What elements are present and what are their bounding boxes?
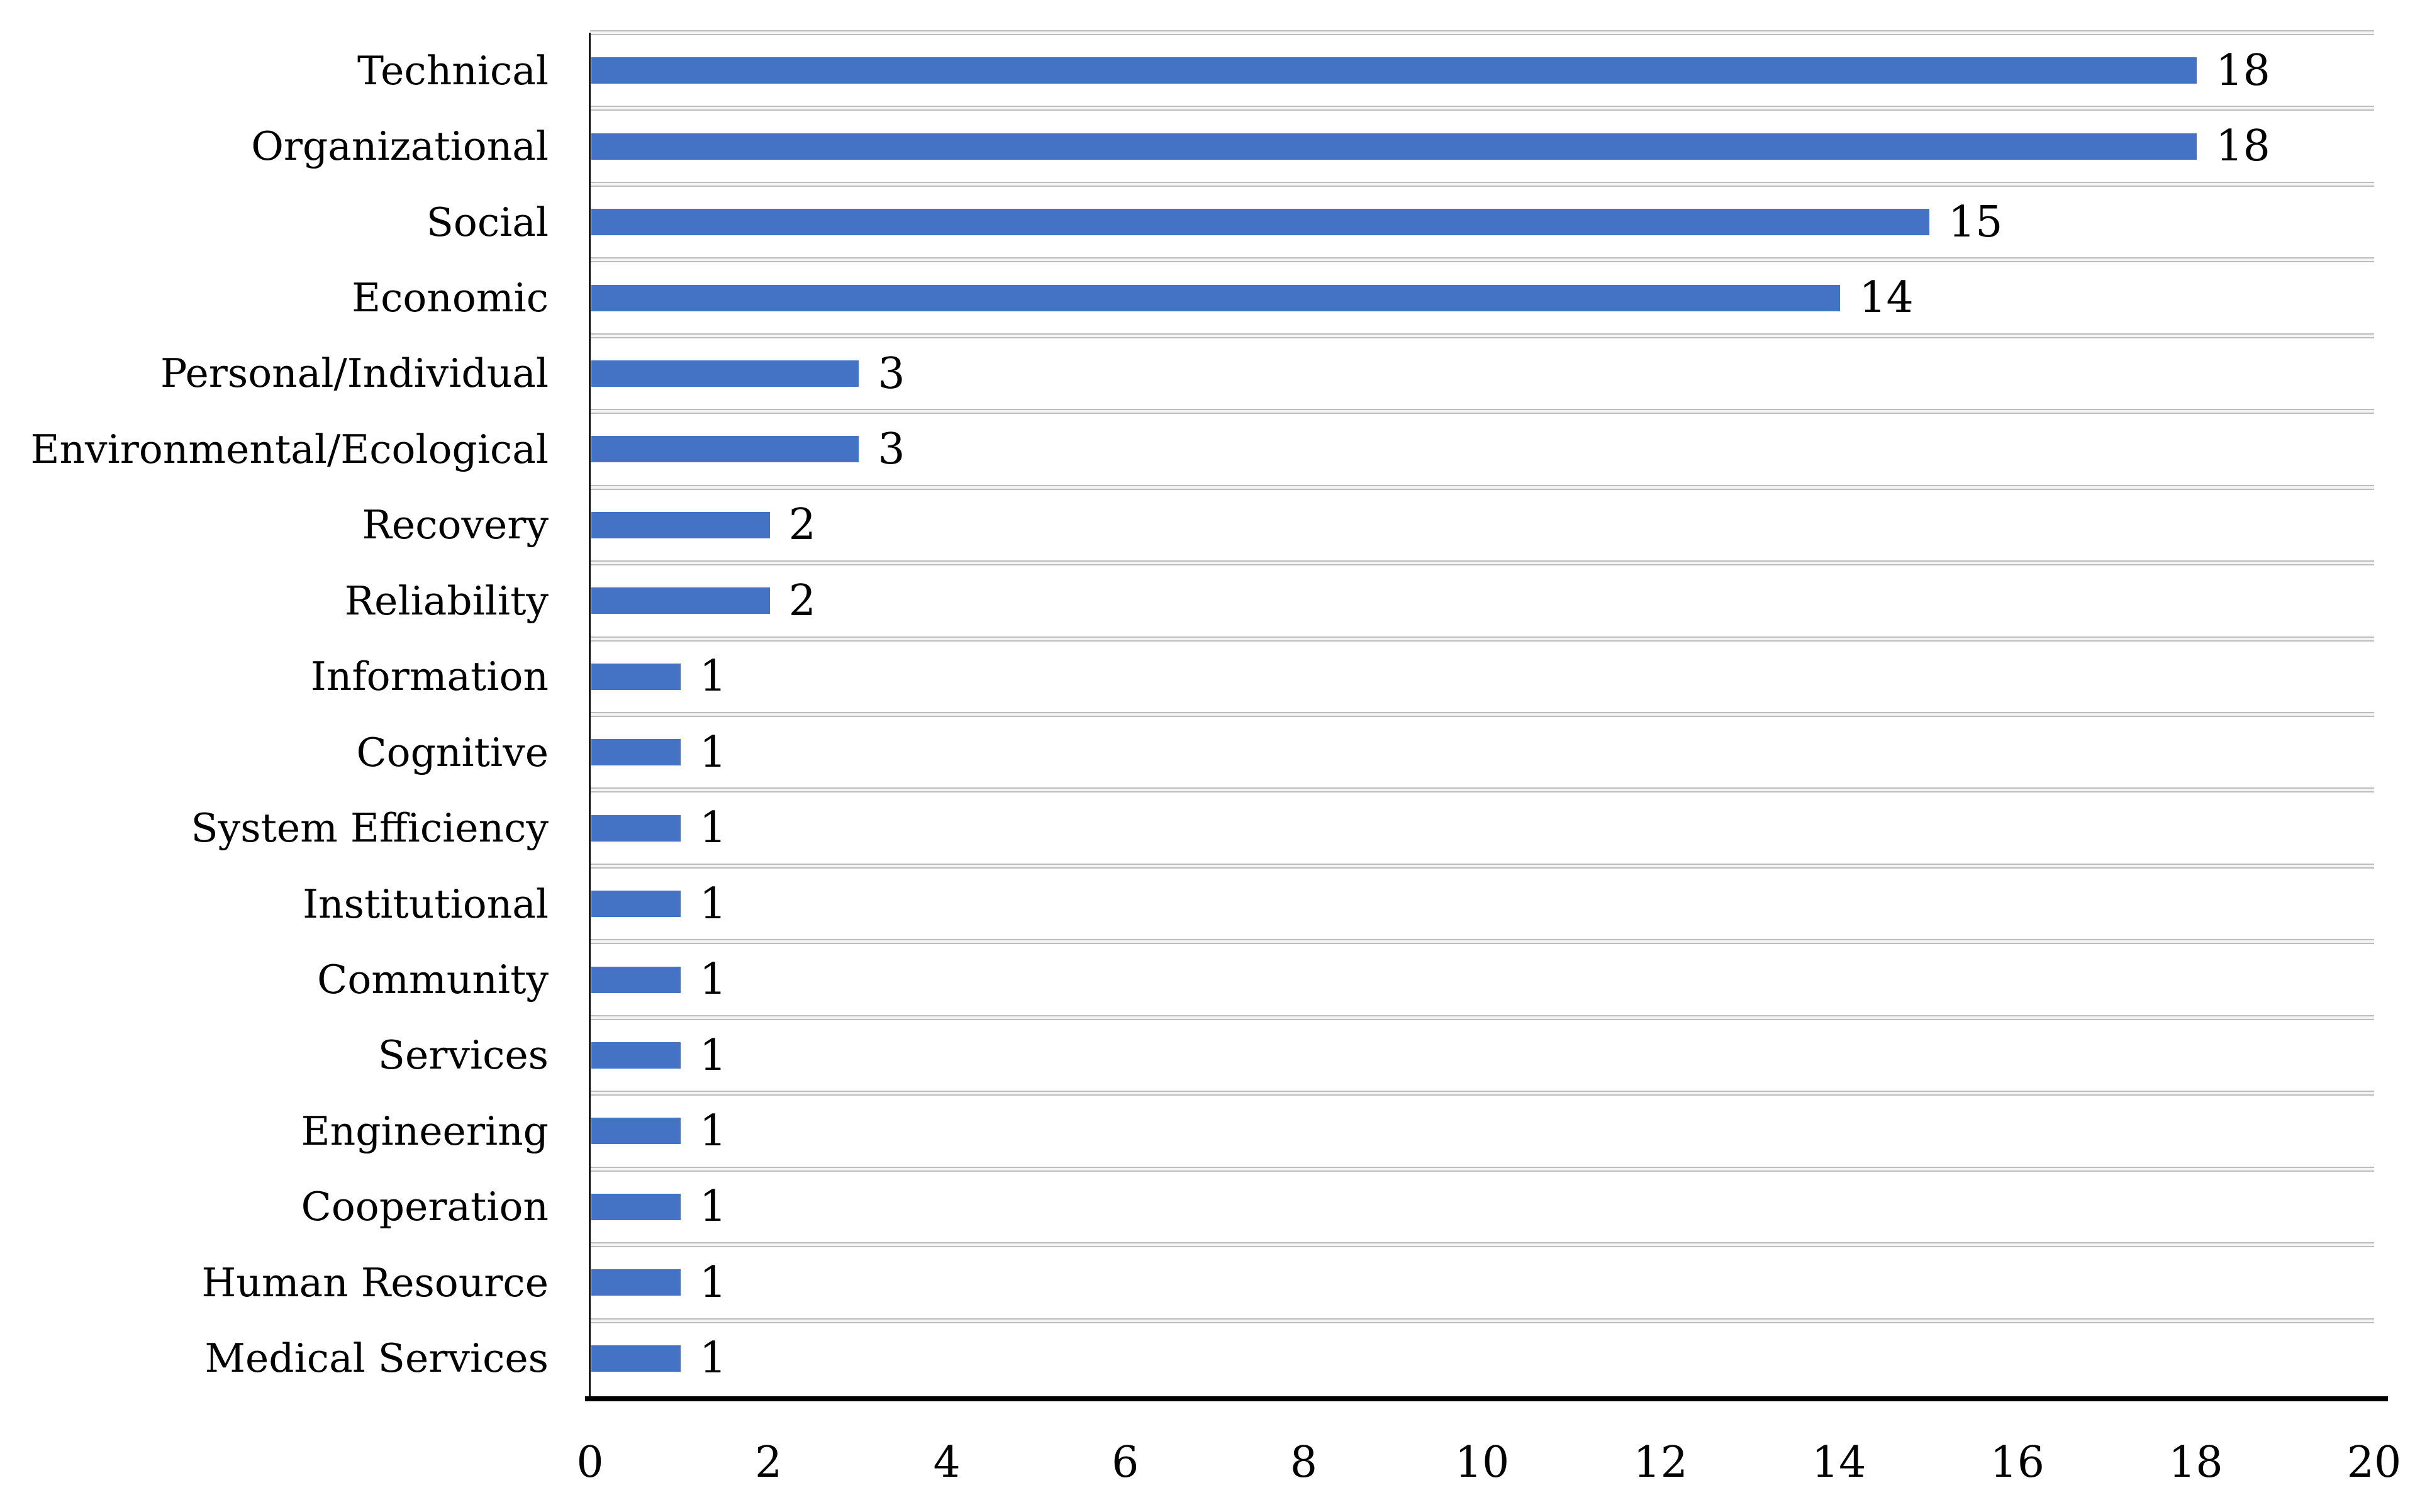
- tick-label: 6: [1112, 1438, 1139, 1487]
- value-axis-tick-labels: 0 2 4 6 8 10 12 14 16 18 20: [576, 1438, 2401, 1494]
- category-label: System Efficiency: [191, 805, 549, 852]
- category-label: Human Resource: [201, 1259, 549, 1306]
- value-label: 1: [699, 727, 727, 777]
- bar: [591, 436, 859, 463]
- tick-label: 18: [2168, 1438, 2223, 1487]
- category-label: Information: [310, 653, 549, 700]
- tick-label: 20: [2346, 1438, 2402, 1487]
- value-label: 1: [699, 1030, 727, 1081]
- bar: [591, 663, 681, 690]
- bar: [591, 1042, 681, 1069]
- category-label: Reliability: [344, 577, 549, 624]
- bar: [591, 966, 681, 993]
- category-label: Environmental/Ecological: [30, 426, 549, 472]
- bar: [591, 1345, 681, 1372]
- category-axis-line: [589, 33, 591, 1401]
- category-label: Recovery: [362, 502, 549, 548]
- gridline: [590, 30, 2374, 35]
- value-label: 2: [788, 575, 816, 626]
- value-label: 1: [699, 803, 727, 853]
- gridline: [590, 939, 2374, 945]
- category-label: Economic: [352, 275, 549, 321]
- value-label: 18: [2216, 45, 2270, 96]
- plot-area: 18 18 15 14 3 3 2 2 1 1 1 1 1 1 1 1 1 1: [590, 30, 2374, 1396]
- bar: [591, 814, 681, 842]
- bar: [591, 209, 1929, 236]
- tick-label: 12: [1633, 1438, 1688, 1487]
- value-label: 15: [1948, 197, 2003, 247]
- bar: [591, 57, 2197, 84]
- gridline: [590, 1091, 2374, 1096]
- value-label: 18: [2216, 121, 2270, 172]
- tick-label: 8: [1290, 1438, 1318, 1487]
- gridline: [590, 484, 2374, 490]
- bar: [591, 587, 770, 614]
- category-label: Technical: [357, 47, 549, 94]
- bar: [591, 891, 681, 918]
- bar: [591, 133, 2197, 160]
- gridline: [590, 787, 2374, 793]
- tick-label: 16: [1990, 1438, 2045, 1487]
- category-label: Institutional: [303, 881, 549, 927]
- gridline: [590, 1242, 2374, 1248]
- category-label: Cooperation: [301, 1184, 549, 1230]
- gridline: [590, 333, 2374, 338]
- gridline: [590, 712, 2374, 717]
- value-label: 1: [699, 652, 727, 702]
- value-label: 3: [878, 348, 905, 399]
- gridline: [590, 636, 2374, 642]
- bar: [591, 360, 859, 387]
- value-label: 1: [699, 955, 727, 1005]
- value-label: 1: [699, 1106, 727, 1156]
- category-label: Community: [317, 957, 549, 1003]
- gridline: [590, 409, 2374, 414]
- category-axis-labels: Technical Organizational Social Economic Per…: [0, 33, 549, 1396]
- gridline: [590, 863, 2374, 869]
- category-label: Medical Services: [204, 1335, 549, 1382]
- value-label: 1: [699, 1333, 727, 1384]
- gridline: [590, 1014, 2374, 1020]
- value-label: 1: [699, 879, 727, 929]
- bar: [591, 1193, 681, 1220]
- category-label: Social: [426, 199, 549, 245]
- category-label: Organizational: [251, 123, 549, 170]
- value-label: 2: [788, 500, 816, 550]
- value-label: 3: [878, 424, 905, 474]
- value-label: 1: [699, 1182, 727, 1232]
- category-label: Engineering: [301, 1108, 549, 1154]
- category-label: Personal/Individual: [160, 350, 549, 397]
- gridline: [590, 1166, 2374, 1172]
- bar: [591, 284, 1841, 311]
- gridline: [590, 560, 2374, 566]
- value-label: 1: [699, 1257, 727, 1308]
- gridline: [590, 106, 2374, 111]
- bar: [591, 1269, 681, 1296]
- bar: [591, 1118, 681, 1145]
- value-axis-line: [585, 1396, 2388, 1401]
- tick-label: 14: [1811, 1438, 1866, 1487]
- tick-label: 10: [1454, 1438, 1510, 1487]
- bar: [591, 511, 770, 538]
- value-label: 14: [1859, 273, 1914, 323]
- tick-label: 4: [933, 1438, 961, 1487]
- bar: [591, 739, 681, 766]
- category-label: Cognitive: [356, 729, 549, 775]
- gridline: [590, 1318, 2374, 1323]
- tick-label: 0: [576, 1438, 604, 1487]
- gridline: [590, 181, 2374, 187]
- gridline: [590, 257, 2374, 263]
- tick-label: 2: [754, 1438, 783, 1487]
- category-label: Services: [377, 1032, 549, 1079]
